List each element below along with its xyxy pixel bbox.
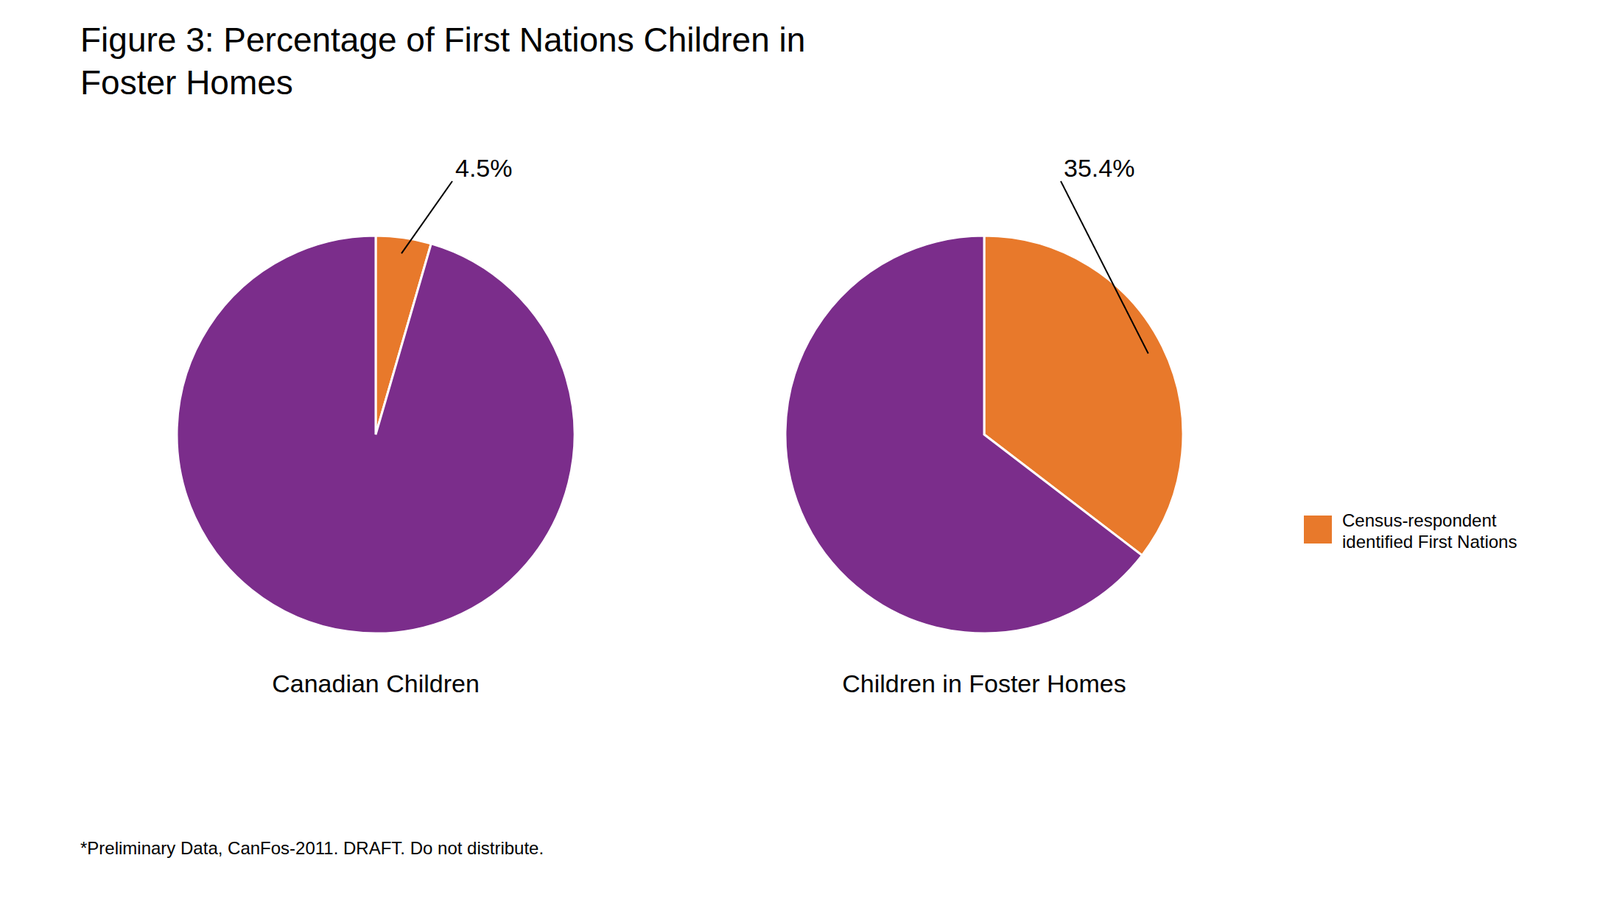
legend-item: Census-respondentidentified First Nation… [1303, 510, 1517, 552]
pie-title: Children in Foster Homes [841, 669, 1126, 698]
title: Figure 3: Percentage of First Nations Ch… [80, 20, 806, 102]
slice [176, 235, 575, 634]
slice [785, 235, 1142, 634]
chart: Figure 3: Percentage of First Nations Ch… [0, 0, 1600, 897]
legend: Census-respondentidentified First Nation… [1303, 510, 1517, 552]
legend-swatch [1303, 515, 1332, 544]
text-line: Census-respondent [1342, 510, 1497, 531]
slices [176, 235, 575, 634]
text-line: Foster Homes [80, 63, 294, 102]
leader-line [401, 181, 453, 254]
data-label: 35.4% [1063, 153, 1135, 182]
data-label: 4.5% [455, 153, 513, 182]
text-line: identified First Nations [1342, 531, 1517, 552]
pie-title: Canadian Children [271, 669, 480, 698]
pie: 4.5% Canadian Children [176, 153, 575, 698]
pie: 35.4% Children in Foster Homes [785, 153, 1184, 698]
leader-line [1060, 181, 1149, 354]
text-line: Figure 3: Percentage of First Nations Ch… [80, 20, 806, 59]
legend-label: Census-respondentidentified First Nation… [1342, 510, 1517, 552]
footnote: *Preliminary Data, CanFos-2011. DRAFT. D… [80, 838, 544, 859]
slices [785, 235, 1184, 634]
